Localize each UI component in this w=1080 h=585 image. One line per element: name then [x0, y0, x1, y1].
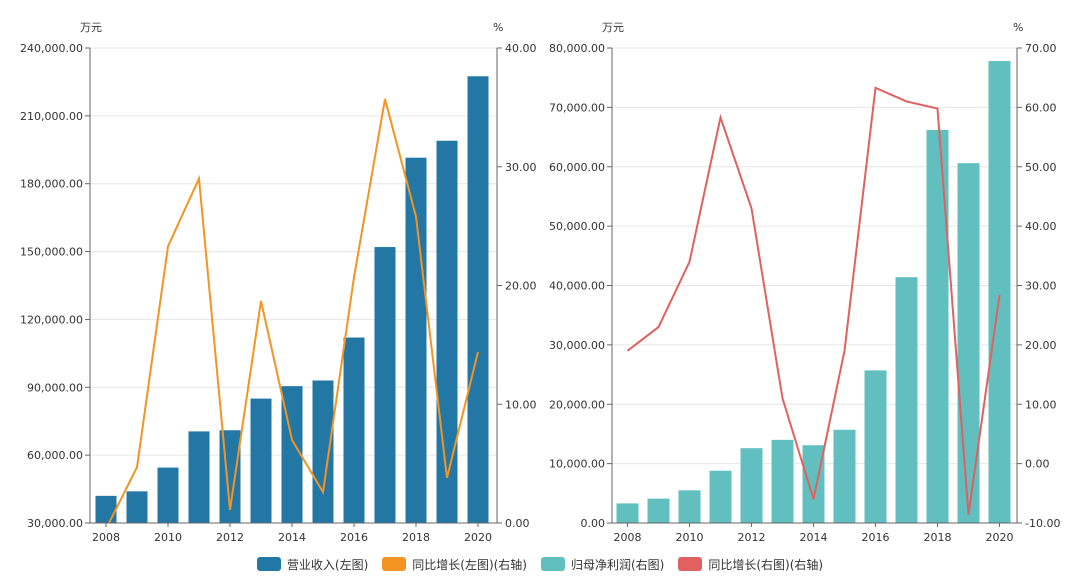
panel1-x-tick-label: 2008 [92, 531, 120, 544]
panel2-left-tick-label: 80,000.00 [549, 42, 605, 55]
panel2-right-tick-label: 70.00 [1025, 42, 1057, 55]
panel1-bar [467, 76, 489, 524]
panel2-x-tick-label: 2012 [738, 531, 766, 544]
panel2-left-tick-label: 20,000.00 [549, 398, 605, 411]
panel2-right-unit: % [1013, 21, 1023, 34]
panel2-bar [616, 503, 639, 523]
panel2-right-tick-label: 20.00 [1025, 339, 1057, 352]
legend-swatch-revenue-growth [382, 557, 407, 571]
panel1-right-tick-label: 30.00 [505, 161, 537, 174]
panel2-bar [709, 470, 732, 523]
legend: 营业收入(左图) 同比增长(左图)(右轴) 归母净利润(右图) 同比增长(右图)… [0, 552, 1080, 576]
legend-label-revenue: 营业收入(左图) [286, 557, 369, 572]
panel2-x-tick-label: 2008 [614, 531, 642, 544]
panel1-left-tick-label: 210,000.00 [20, 110, 83, 123]
legend-item-revenue-growth[interactable]: 同比增长(左图)(右轴) [382, 556, 527, 573]
panel2-right-tick-label: 60.00 [1025, 101, 1057, 114]
panel2-bar [864, 370, 887, 523]
panel2-growth-line [626, 86, 1001, 515]
panel1-bar [343, 337, 365, 523]
panel2-left-tick-label: 10,000.00 [549, 458, 605, 471]
panel1-left-tick-label: 120,000.00 [20, 313, 83, 326]
legend-item-net-profit[interactable]: 归母净利润(右图) [541, 556, 664, 573]
panel2-right-tick-label: 30.00 [1025, 280, 1057, 293]
panel2-right-tick-label: 50.00 [1025, 161, 1057, 174]
panel2-x-tick-label: 2018 [924, 531, 952, 544]
legend-swatch-revenue [256, 557, 281, 571]
panel2-x-tick-label: 2016 [862, 531, 890, 544]
panel2-left-tick-label: 70,000.00 [549, 101, 605, 114]
panel1-bar [126, 491, 148, 523]
panel1-right-tick-label: 40.00 [505, 42, 537, 55]
panel2-left-unit: 万元 [602, 21, 624, 34]
panel1-x-tick-label: 2012 [216, 531, 244, 544]
panel1-bar [312, 380, 334, 523]
panel2-left-tick-label: 60,000.00 [549, 161, 605, 174]
panel2-bar [771, 439, 794, 523]
panel1-right-tick-label: 20.00 [505, 280, 537, 293]
panel2-right-tick-label: 0.00 [1025, 458, 1050, 471]
panel1-left-unit: 万元 [80, 21, 102, 34]
legend-swatch-profit-growth [678, 557, 703, 571]
panel2-right-tick-label: -10.00 [1025, 517, 1060, 530]
panel2-bar [740, 448, 763, 523]
legend-item-profit-growth[interactable]: 同比增长(右图)(右轴) [678, 556, 823, 573]
panel1-left-tick-label: 30,000.00 [27, 517, 83, 530]
legend-label-net-profit: 归母净利润(右图) [571, 557, 665, 572]
panel1-right-tick-label: 0.00 [505, 517, 530, 530]
panel2-bar [647, 498, 670, 523]
panel2-bar [926, 129, 949, 523]
panel2-bar [833, 429, 856, 523]
panel1-growth-line [107, 98, 479, 523]
panel2-bar [802, 445, 825, 523]
panel2-right-tick-label: 40.00 [1025, 220, 1057, 233]
panel1-bar [95, 495, 117, 523]
panel1-x-tick-label: 2020 [464, 531, 492, 544]
legend-label-revenue-growth: 同比增长(左图)(右轴) [412, 557, 527, 572]
panel2-left-tick-label: 0.00 [581, 517, 606, 530]
panel2-left-tick-label: 30,000.00 [549, 339, 605, 352]
panel1-x-tick-label: 2018 [402, 531, 430, 544]
legend-item-revenue[interactable]: 营业收入(左图) [256, 556, 369, 573]
panel2-x-tick-label: 2010 [676, 531, 704, 544]
panel2-bar [957, 163, 980, 523]
panel1-x-tick-label: 2016 [340, 531, 368, 544]
panel1-bar [157, 467, 179, 523]
panel1-x-tick-label: 2010 [154, 531, 182, 544]
panel1-right-tick-label: 10.00 [505, 398, 537, 411]
panel1-left-tick-label: 240,000.00 [20, 42, 83, 55]
panel2-right-tick-label: 10.00 [1025, 398, 1057, 411]
panel1-left-tick-label: 60,000.00 [27, 449, 83, 462]
panel1-bar [188, 431, 210, 523]
panel2-x-tick-label: 2020 [986, 531, 1014, 544]
legend-label-profit-growth: 同比增长(右图)(右轴) [708, 557, 824, 572]
panel2-left-tick-label: 40,000.00 [549, 280, 605, 293]
panel2-x-tick-label: 2014 [800, 531, 828, 544]
panel1-left-tick-label: 150,000.00 [20, 246, 83, 259]
panel1-left-tick-label: 180,000.00 [20, 178, 83, 191]
panel1-x-tick-label: 2014 [278, 531, 306, 544]
panel1-bar [374, 247, 396, 524]
panel1-left-tick-label: 90,000.00 [27, 381, 83, 394]
panel1-bar [405, 157, 427, 523]
panel1-bar [250, 398, 272, 523]
panel2-bar [988, 61, 1011, 523]
panel2-left-tick-label: 50,000.00 [549, 220, 605, 233]
panel2-bar [895, 277, 918, 523]
legend-swatch-net-profit [541, 557, 565, 571]
panel1-right-unit: % [493, 21, 503, 34]
charts-svg: 30,000.00 60,000.00 90,000.00 120,000.00 150… [20, 21, 1060, 544]
panel1-bar [436, 140, 458, 523]
panel2-bar [678, 490, 701, 523]
